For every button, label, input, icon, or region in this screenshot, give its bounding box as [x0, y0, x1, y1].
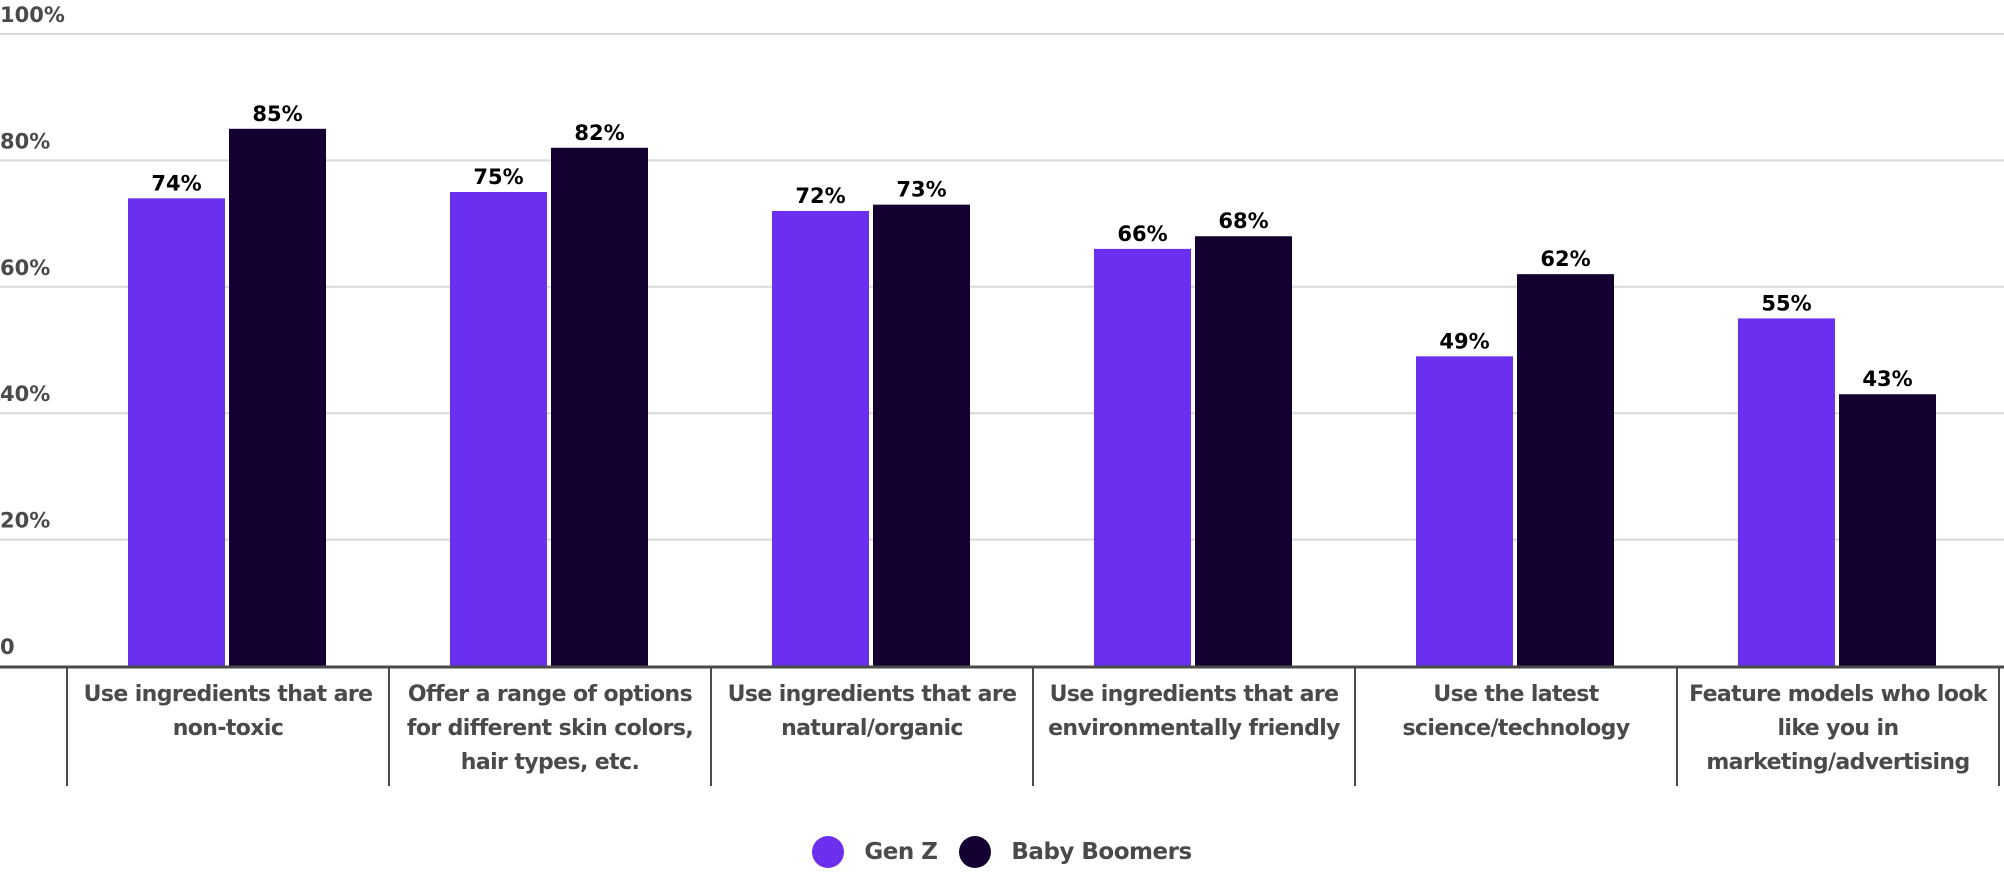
bar-gen-z [1738, 318, 1835, 666]
legend-item-gen-z[interactable]: Gen Z [812, 836, 938, 868]
y-tick-label: 20% [0, 509, 50, 533]
y-tick-label: 40% [0, 382, 50, 406]
y-tick-label: 80% [0, 129, 50, 153]
y-tick-label: 0 [0, 635, 15, 659]
category-label: Offer a range of options for different s… [406, 682, 694, 775]
category-label: Use ingredients that are non-toxic [83, 682, 373, 741]
bar-baby-boomers [1839, 394, 1936, 666]
category-label: Use ingredients that are natural/organic [727, 682, 1017, 741]
y-tick-label: 60% [0, 256, 50, 280]
data-label: 68% [1218, 209, 1268, 233]
bar-gen-z [1416, 356, 1513, 666]
data-label: 72% [795, 184, 845, 208]
data-label: 85% [252, 102, 302, 126]
category-label: Use ingredients that are environmentally… [1048, 682, 1340, 741]
legend-swatch-gen-z-icon [812, 836, 845, 868]
bar-baby-boomers [551, 147, 648, 666]
bar-baby-boomers [229, 128, 326, 667]
y-tick-label: 100% [0, 3, 65, 27]
y-axis-ticks: 0 20% 40% 60% 80% 100% [0, 3, 65, 659]
data-label: 73% [896, 178, 946, 202]
legend-swatch-baby-boomers-icon [959, 836, 992, 868]
legend: Gen Z Baby Boomers [0, 836, 2004, 868]
bar-gen-z [1094, 248, 1191, 666]
data-label: 82% [574, 121, 624, 145]
bars [128, 128, 1936, 667]
data-label: 55% [1761, 291, 1811, 315]
bar-gen-z [450, 192, 547, 666]
legend-label: Gen Z [864, 839, 938, 865]
gridlines [0, 33, 2004, 541]
data-label: 74% [151, 171, 201, 195]
category-label: Feature models who look like you in mark… [1689, 682, 1987, 775]
data-labels: 74% 85% 75% 82% 72% 73% 66% 68% 49% 62% 55% 43% [151, 102, 1912, 391]
x-axis [0, 665, 2004, 786]
bar-gen-z [772, 210, 869, 666]
data-label: 62% [1540, 247, 1590, 271]
bar-baby-boomers [1195, 236, 1292, 667]
legend-item-baby-boomers[interactable]: Baby Boomers [959, 836, 1192, 868]
bar-gen-z [128, 198, 225, 666]
category-label: Use the latest science/technology [1402, 682, 1630, 741]
bar-baby-boomers [1517, 274, 1614, 666]
data-label: 66% [1117, 222, 1167, 246]
bar-baby-boomers [873, 204, 970, 666]
data-label: 49% [1439, 329, 1489, 353]
data-label: 75% [473, 165, 523, 189]
data-label: 43% [1862, 367, 1912, 391]
legend-label: Baby Boomers [1011, 839, 1192, 865]
